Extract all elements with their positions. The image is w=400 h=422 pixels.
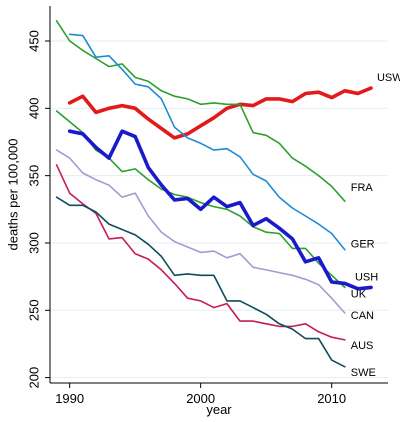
y-tick-label: 250 (27, 299, 42, 321)
x-axis-title: year (206, 402, 232, 417)
series-line-aus (55, 164, 346, 341)
series-label-ger: GER (351, 239, 375, 251)
x-tick-label: 2000 (186, 391, 215, 406)
series-lines (55, 19, 373, 368)
series-label-fra: FRA (351, 182, 374, 194)
series-label-uk: UK (351, 288, 367, 300)
series-line-fra (55, 19, 346, 202)
y-tick-label: 200 (27, 367, 42, 389)
y-tick-label: 300 (27, 232, 42, 254)
series-line-ush (67, 129, 373, 291)
series-label-swe: SWE (351, 367, 376, 379)
y-axis-title: deaths per 100,000 (6, 138, 21, 250)
series-labels: USW FRA GER UK USH CAN AUS SWE (351, 72, 400, 379)
series-line-usw (67, 86, 373, 140)
y-tick-label: 350 (27, 165, 42, 187)
series-line-can (55, 149, 346, 314)
y-tick-label: 450 (27, 30, 42, 52)
series-label-aus: AUS (351, 340, 374, 352)
y-tick-label: 400 (27, 97, 42, 119)
series-label-ush: USH (355, 271, 378, 283)
series-label-can: CAN (351, 310, 374, 322)
x-tick-label: 1990 (55, 391, 84, 406)
x-tick-label: 2010 (317, 391, 346, 406)
series-label-usw: USW (377, 72, 400, 84)
series-line-swe (55, 196, 346, 368)
axes: 200 250 300 350 400 450 1990 2000 2010 (27, 6, 388, 406)
series-line-ger (68, 33, 346, 251)
